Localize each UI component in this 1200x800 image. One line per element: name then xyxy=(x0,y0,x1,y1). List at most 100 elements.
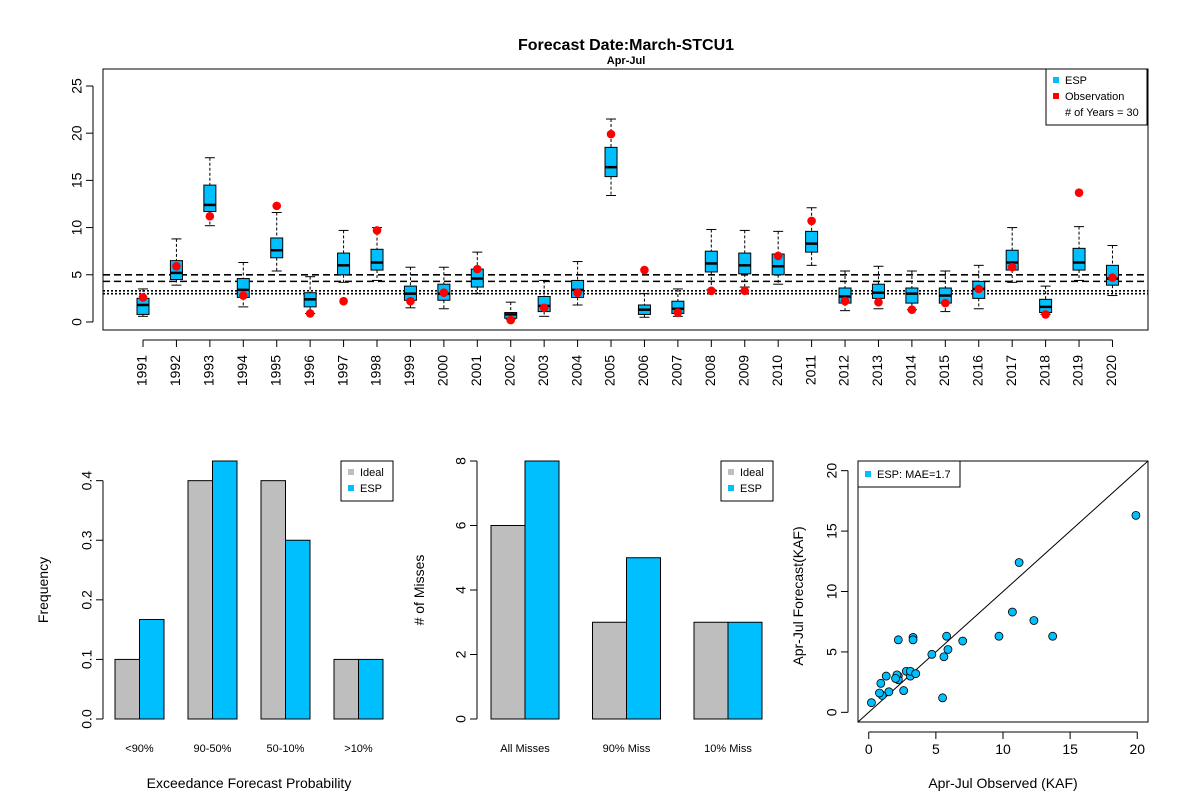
scatter-xlabel: Apr-Jul Observed (KAF) xyxy=(928,775,1077,791)
bar-esp xyxy=(524,460,560,720)
y-tick-label: 5 xyxy=(824,648,840,656)
scatter-point xyxy=(942,631,952,641)
bar-esp xyxy=(139,618,165,720)
y-tick-label: 2 xyxy=(453,650,469,658)
y-tick-label: 0.1 xyxy=(79,649,95,669)
scatter-point xyxy=(911,669,921,679)
scatter-point xyxy=(938,693,947,703)
legend-label-esp: ESP xyxy=(1065,75,1087,87)
y-tick-label: 10 xyxy=(824,584,840,600)
observation-point xyxy=(506,315,516,325)
scatter-point xyxy=(884,687,894,697)
scatter-point xyxy=(867,698,876,708)
scatter-point xyxy=(939,652,949,662)
observation-point xyxy=(640,265,649,275)
x-tick-label: 20 xyxy=(1129,741,1145,757)
observation-point xyxy=(874,297,883,307)
legend-label-esp: ESP xyxy=(360,483,382,495)
legend-label-observation: Observation xyxy=(1065,91,1124,103)
scatter-point xyxy=(881,671,891,681)
plot-frame xyxy=(102,68,1149,331)
y-tick-label: 8 xyxy=(453,457,469,465)
x-tick-label-year: 1997 xyxy=(334,355,350,386)
observation-point xyxy=(807,216,816,226)
y-tick-label: 20 xyxy=(69,125,85,141)
x-tick-label-year: 2001 xyxy=(468,355,484,386)
esp-box xyxy=(905,287,919,304)
scatter-chart: 0 5 10 15 20 0 5 10 15 20 ESP: MAE=1.7 xyxy=(824,460,1149,757)
y-tick-label: 0 xyxy=(824,708,840,716)
x-tick-label: 5 xyxy=(932,741,940,757)
x-tick-label-year: 2012 xyxy=(836,355,852,386)
x-category-label: 50-10% xyxy=(267,743,305,755)
esp-box xyxy=(337,252,351,276)
observation-point xyxy=(606,129,616,139)
legend-label-mae: ESP: MAE=1.7 xyxy=(877,469,951,481)
legend: Ideal ESP xyxy=(720,460,774,502)
scatter-point xyxy=(1014,558,1024,567)
x-tick-label-year: 2015 xyxy=(936,355,952,386)
observation-point xyxy=(840,296,850,306)
x-category-label: All Misses xyxy=(500,743,550,755)
x-tick-label-year: 1991 xyxy=(134,355,150,386)
freq-xlabel: Exceedance Forecast Probability xyxy=(147,775,352,791)
legend-swatch-ideal xyxy=(348,469,354,475)
legend: ESP Observation # of Years = 30 xyxy=(1045,68,1148,126)
esp-box xyxy=(604,146,618,178)
bar-ideal xyxy=(260,480,286,720)
observation-point xyxy=(974,284,984,294)
observation-point xyxy=(773,251,783,261)
scatter-point xyxy=(891,674,900,683)
observation-point xyxy=(539,303,549,313)
legend: ESP: MAE=1.7 xyxy=(857,460,961,488)
observation-point xyxy=(272,201,282,211)
x-tick-label-year: 2010 xyxy=(769,355,785,386)
legend-swatch-esp xyxy=(728,485,734,491)
observation-point xyxy=(238,291,248,300)
esp-box xyxy=(738,252,752,275)
esp-box xyxy=(203,184,217,213)
bar-esp xyxy=(727,621,763,720)
observation-point xyxy=(740,286,750,296)
x-tick-label-year: 2007 xyxy=(669,355,685,386)
legend-box xyxy=(340,460,394,502)
x-tick-label-year: 1992 xyxy=(167,355,183,386)
x-tick-label-year: 1996 xyxy=(301,355,317,386)
x-tick-label-year: 1994 xyxy=(234,355,250,386)
bar-esp xyxy=(285,539,311,720)
legend-swatch-ideal xyxy=(728,469,734,475)
x-tick-label-year: 2013 xyxy=(869,355,885,386)
boxplot-chart: 0 5 10 15 20 25 1991 1992 1993 1994 1995 1996 1997 19… xyxy=(69,68,1149,386)
x-tick-label-year: 2014 xyxy=(903,355,919,386)
x-tick-label: 10 xyxy=(995,741,1011,757)
esp-box xyxy=(704,250,718,273)
observation-point xyxy=(305,309,315,318)
observation-point xyxy=(573,288,582,298)
esp-box xyxy=(871,283,885,299)
x-category-label: 90% Miss xyxy=(603,743,651,755)
x-tick-label-year: 2020 xyxy=(1103,355,1119,386)
x-tick-label-year: 1998 xyxy=(368,355,384,386)
y-tick-label: 15 xyxy=(69,172,85,188)
scatter-point xyxy=(893,635,903,645)
y-tick-label: 0.4 xyxy=(79,471,95,491)
x-tick-label-year: 1999 xyxy=(401,355,417,386)
bar-ideal xyxy=(693,621,729,720)
plot-frame xyxy=(857,460,1149,723)
x-category-label: <90% xyxy=(125,743,154,755)
observation-point xyxy=(907,305,917,315)
x-tick-label-year: 2000 xyxy=(435,355,451,386)
observation-point xyxy=(1074,188,1084,197)
scatter-point xyxy=(899,686,909,695)
y-tick-label: 0.3 xyxy=(79,530,95,550)
observation-point xyxy=(941,298,950,308)
y-tick-label: 6 xyxy=(453,521,469,529)
observation-point xyxy=(707,286,716,296)
miss-ylabel: # of Misses xyxy=(411,555,427,626)
x-tick-label-year: 2005 xyxy=(602,355,618,386)
main-title: Forecast Date:March-STCU1 xyxy=(518,37,734,54)
legend-box xyxy=(720,460,774,502)
one-to-one-line xyxy=(857,460,1149,723)
legend-swatch-esp xyxy=(348,485,354,491)
